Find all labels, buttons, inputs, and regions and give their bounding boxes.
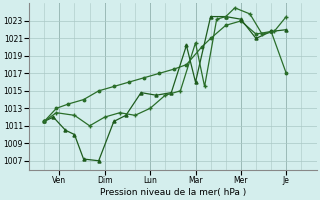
X-axis label: Pression niveau de la mer( hPa ): Pression niveau de la mer( hPa )	[100, 188, 246, 197]
